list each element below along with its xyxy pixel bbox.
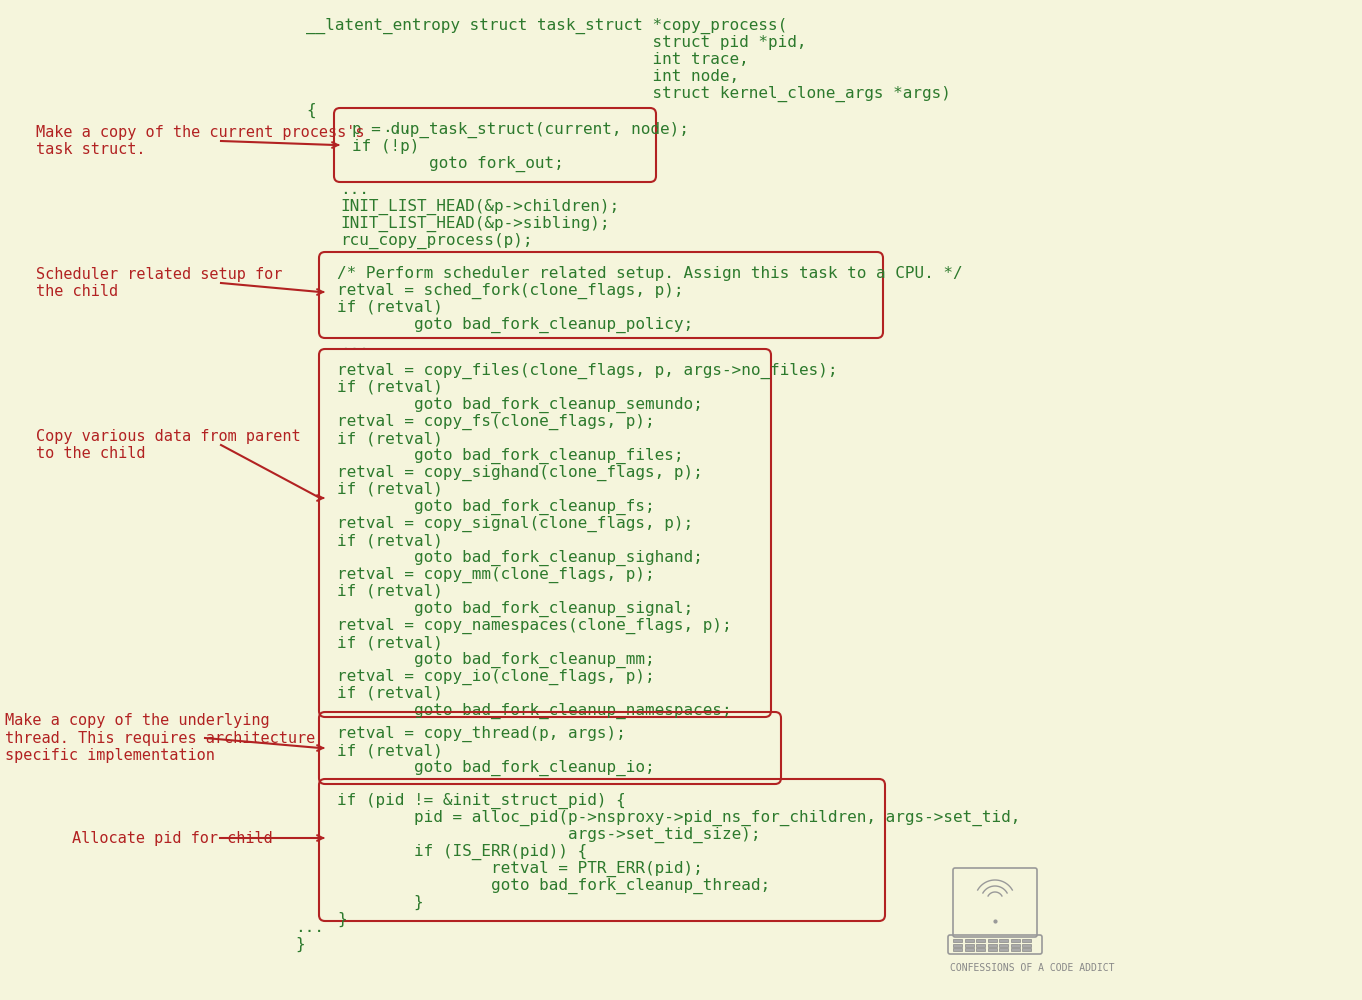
Bar — [953, 944, 962, 946]
Text: retval = copy_namespaces(clone_flags, p);: retval = copy_namespaces(clone_flags, p)… — [336, 618, 731, 634]
Bar — [1022, 944, 1031, 946]
Text: if (retval): if (retval) — [336, 482, 443, 497]
Text: INIT_LIST_HEAD(&p->children);: INIT_LIST_HEAD(&p->children); — [340, 199, 620, 215]
Bar — [987, 944, 997, 946]
Text: retval = copy_signal(clone_flags, p);: retval = copy_signal(clone_flags, p); — [336, 516, 693, 532]
Bar — [1011, 939, 1020, 942]
Text: p = dup_task_struct(current, node);: p = dup_task_struct(current, node); — [351, 122, 689, 138]
Text: retval = copy_mm(clone_flags, p);: retval = copy_mm(clone_flags, p); — [336, 567, 655, 583]
Text: CONFESSIONS OF A CODE ADDICT: CONFESSIONS OF A CODE ADDICT — [951, 963, 1114, 973]
Bar — [998, 944, 1008, 946]
Text: if (pid != &init_struct_pid) {: if (pid != &init_struct_pid) { — [336, 793, 625, 809]
Text: goto bad_fork_cleanup_io;: goto bad_fork_cleanup_io; — [336, 760, 655, 776]
Text: goto bad_fork_cleanup_files;: goto bad_fork_cleanup_files; — [336, 448, 684, 464]
Text: retval = copy_thread(p, args);: retval = copy_thread(p, args); — [336, 726, 625, 742]
Text: goto bad_fork_cleanup_semundo;: goto bad_fork_cleanup_semundo; — [336, 397, 703, 413]
Text: goto fork_out;: goto fork_out; — [351, 156, 564, 172]
Text: pid = alloc_pid(p->nsproxy->pid_ns_for_children, args->set_tid,: pid = alloc_pid(p->nsproxy->pid_ns_for_c… — [336, 810, 1020, 826]
Text: goto bad_fork_cleanup_policy;: goto bad_fork_cleanup_policy; — [336, 317, 693, 333]
Bar — [953, 939, 962, 942]
Text: if (retval): if (retval) — [336, 584, 443, 599]
Bar — [987, 948, 997, 951]
Bar — [953, 948, 962, 951]
Text: if (retval): if (retval) — [336, 380, 443, 395]
Text: goto bad_fork_cleanup_mm;: goto bad_fork_cleanup_mm; — [336, 652, 655, 668]
Bar — [1022, 948, 1031, 951]
Text: struct kernel_clone_args *args): struct kernel_clone_args *args) — [306, 86, 951, 102]
Text: {: { — [306, 103, 316, 118]
Text: int node,: int node, — [306, 69, 740, 84]
Text: ...: ... — [306, 120, 413, 135]
Text: INIT_LIST_HEAD(&p->sibling);: INIT_LIST_HEAD(&p->sibling); — [340, 216, 610, 232]
Bar — [977, 944, 985, 946]
Text: }: } — [296, 937, 305, 952]
Bar — [977, 948, 985, 951]
Text: args->set_tid_size);: args->set_tid_size); — [336, 827, 760, 843]
Text: if (retval): if (retval) — [336, 743, 443, 758]
Text: /* Perform scheduler related setup. Assign this task to a CPU. */: /* Perform scheduler related setup. Assi… — [336, 266, 963, 281]
Bar — [998, 948, 1008, 951]
Text: goto bad_fork_cleanup_signal;: goto bad_fork_cleanup_signal; — [336, 601, 693, 617]
Bar — [1022, 939, 1031, 942]
Text: int trace,: int trace, — [306, 52, 749, 67]
Bar — [987, 939, 997, 942]
Text: if (retval): if (retval) — [336, 686, 443, 701]
Text: }: } — [336, 912, 346, 927]
Text: ...: ... — [340, 182, 369, 197]
Text: Copy various data from parent
to the child: Copy various data from parent to the chi… — [35, 429, 301, 461]
Text: }: } — [336, 895, 424, 910]
Text: retval = copy_sighand(clone_flags, p);: retval = copy_sighand(clone_flags, p); — [336, 465, 703, 481]
Text: Make a copy of the underlying
thread. This requires architecture
specific implem: Make a copy of the underlying thread. Th… — [5, 713, 315, 763]
Text: Scheduler related setup for
the child: Scheduler related setup for the child — [35, 267, 282, 299]
Text: if (retval): if (retval) — [336, 431, 443, 446]
Text: retval = sched_fork(clone_flags, p);: retval = sched_fork(clone_flags, p); — [336, 283, 684, 299]
Text: retval = copy_io(clone_flags, p);: retval = copy_io(clone_flags, p); — [336, 669, 655, 685]
Text: ...: ... — [340, 338, 369, 353]
Text: struct pid *pid,: struct pid *pid, — [306, 35, 806, 50]
Text: __latent_entropy struct task_struct *copy_process(: __latent_entropy struct task_struct *cop… — [306, 18, 787, 34]
Bar — [1011, 944, 1020, 946]
Text: goto bad_fork_cleanup_thread;: goto bad_fork_cleanup_thread; — [336, 878, 770, 894]
Bar — [964, 944, 974, 946]
Bar — [964, 948, 974, 951]
Text: Allocate pid for child: Allocate pid for child — [72, 830, 272, 846]
Text: if (retval): if (retval) — [336, 533, 443, 548]
Text: rcu_copy_process(p);: rcu_copy_process(p); — [340, 233, 533, 249]
Bar — [998, 939, 1008, 942]
Text: retval = copy_files(clone_flags, p, args->no_files);: retval = copy_files(clone_flags, p, args… — [336, 363, 838, 379]
Text: goto bad_fork_cleanup_sighand;: goto bad_fork_cleanup_sighand; — [336, 550, 703, 566]
Text: Make a copy of the current process's
task struct.: Make a copy of the current process's tas… — [35, 125, 365, 157]
Text: if (retval): if (retval) — [336, 300, 443, 315]
Text: if (!p): if (!p) — [351, 139, 419, 154]
Bar — [977, 939, 985, 942]
Text: if (retval): if (retval) — [336, 635, 443, 650]
Text: goto bad_fork_cleanup_fs;: goto bad_fork_cleanup_fs; — [336, 499, 655, 515]
Bar — [964, 939, 974, 942]
Text: goto bad_fork_cleanup_namespaces;: goto bad_fork_cleanup_namespaces; — [336, 703, 731, 719]
Bar — [1011, 948, 1020, 951]
Text: if (IS_ERR(pid)) {: if (IS_ERR(pid)) { — [336, 844, 587, 860]
Text: ...: ... — [296, 920, 324, 935]
Text: retval = copy_fs(clone_flags, p);: retval = copy_fs(clone_flags, p); — [336, 414, 655, 430]
Text: retval = PTR_ERR(pid);: retval = PTR_ERR(pid); — [336, 861, 703, 877]
